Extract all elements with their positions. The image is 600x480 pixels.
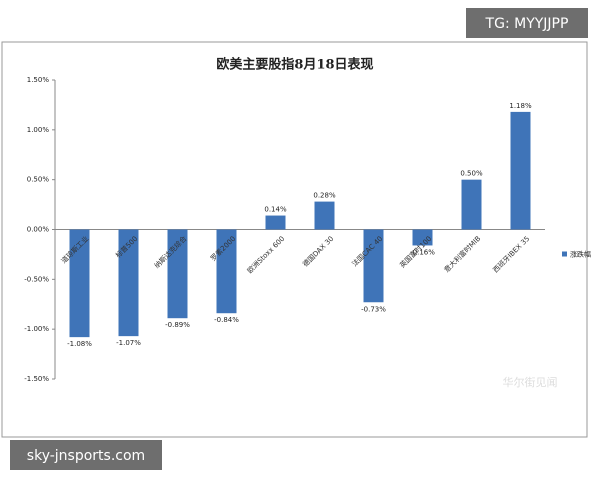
value-label: -1.07% xyxy=(116,339,141,347)
tag-text: TG: MYYJJPP xyxy=(485,16,569,32)
bar xyxy=(167,229,188,319)
value-label: -0.73% xyxy=(361,305,386,313)
value-label: 0.50% xyxy=(460,170,483,178)
value-label: 0.28% xyxy=(313,192,336,200)
y-tick-label: 1.50% xyxy=(27,76,50,84)
bar xyxy=(118,229,139,337)
bar xyxy=(412,229,433,246)
bar xyxy=(314,201,335,230)
bar xyxy=(265,215,286,230)
bar xyxy=(461,179,482,230)
y-tick-label: 1.00% xyxy=(27,126,50,134)
bar xyxy=(363,229,384,303)
value-label: 1.18% xyxy=(509,102,532,110)
value-label: -0.84% xyxy=(214,316,239,324)
y-tick-label: -0.50% xyxy=(24,275,49,283)
bar xyxy=(69,229,90,338)
site-text: sky-jnsports.com xyxy=(27,448,145,464)
value-label: 0.14% xyxy=(264,206,287,214)
site-box xyxy=(10,440,162,470)
bar xyxy=(216,229,237,314)
value-label: -0.16% xyxy=(410,248,435,256)
chart-frame xyxy=(1,41,588,438)
value-label: -0.89% xyxy=(165,321,190,329)
chart-title: 欧美主要股指8月18日表现 xyxy=(216,57,373,73)
legend-label: 涨跌幅 xyxy=(570,250,591,259)
value-label: -1.08% xyxy=(67,340,92,348)
legend-swatch xyxy=(562,251,567,257)
y-tick-label: 0.00% xyxy=(27,226,50,234)
y-tick-label: -1.50% xyxy=(24,375,49,383)
y-tick-label: -1.00% xyxy=(24,325,49,333)
tag-box xyxy=(466,8,588,38)
y-tick-label: 0.50% xyxy=(27,176,50,184)
bar xyxy=(510,111,531,230)
watermark-logo: 华尔街见闻 xyxy=(503,375,558,389)
